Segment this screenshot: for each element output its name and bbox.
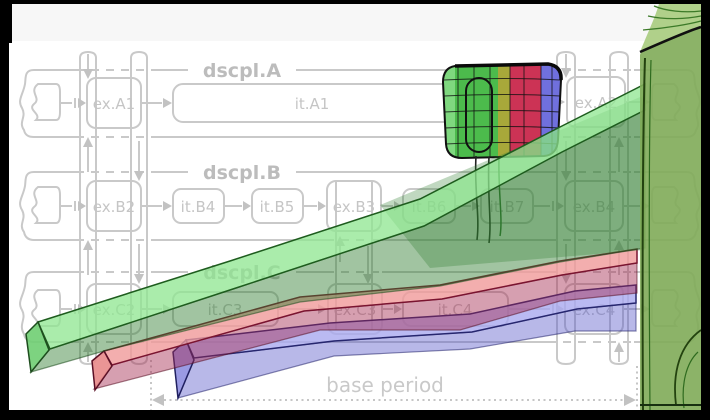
label-base-period: base period (326, 373, 444, 397)
green-object-contour-1 (653, 5, 702, 13)
frame-top (0, 0, 710, 4)
block-top-cap (454, 62, 563, 81)
down-arrow-into-exC3 (363, 274, 373, 284)
arrow-itB7-to-exB4 (556, 201, 564, 211)
label-dscpl-A: dscpl.A (203, 60, 282, 82)
arrow-exA1-to-itA1 (163, 98, 172, 108)
label-itB4: it.B4 (181, 198, 216, 216)
frame-bottom (0, 410, 710, 420)
label-itB5: it.B5 (260, 198, 295, 216)
arrow-itB6-to-itB7 (472, 201, 480, 211)
ribbon-blue (172, 284, 637, 401)
arrow-exC3-to-itC4 (394, 304, 402, 314)
label-exB3: ex.B3 (333, 198, 375, 216)
up-arrow-left-ab (83, 137, 93, 147)
ribbon-blue-fold (172, 338, 195, 401)
right-rail-2 (609, 50, 629, 366)
label-exB4: ex.B4 (573, 198, 615, 216)
label-itB7: it.B7 (490, 198, 525, 216)
down-arrow-into-exC4 (561, 274, 571, 284)
up-arrow-left-bottom (83, 342, 93, 352)
block-hook-outline (465, 77, 493, 153)
arrow-exB2-to-itB4 (163, 201, 172, 211)
document-icon-b-left (31, 186, 61, 224)
up-arrow-right-bottom (614, 342, 624, 352)
green-object-contour-3 (642, 20, 702, 31)
lane-c-left-wavy-edge (19, 271, 35, 343)
green-object-body (640, 4, 701, 412)
frame-right (701, 0, 710, 420)
ribbon-blue-top-band (184, 284, 637, 359)
ribbon-green-fold (25, 320, 50, 374)
green-object-bottom-contour-1 (674, 329, 702, 406)
left-rail-1 (79, 50, 97, 366)
green-object-contour-2 (647, 15, 702, 20)
green-object-bottom-contour-2 (682, 351, 699, 409)
label-exA1: ex.A1 (93, 95, 135, 113)
ribbon-red-fold (91, 349, 113, 393)
frame-left (0, 0, 9, 412)
green-object-tip (640, 4, 701, 52)
arrow-doc-to-exB2 (78, 201, 86, 211)
green-object-band (639, 4, 702, 413)
green-object-silhouette-line (641, 57, 646, 413)
down-arrow-into-exC2 (134, 274, 144, 284)
down-arrow-into-exA1 (83, 69, 93, 79)
label-exB2: ex.B2 (93, 198, 135, 216)
top-strip (0, 4, 710, 41)
streak-1 (474, 155, 479, 241)
green-object-black-contour (639, 25, 702, 54)
up-arrow-right-bc (614, 240, 624, 250)
label-dscpl-B: dscpl.B (203, 162, 281, 184)
down-arrow-into-exA2 (561, 68, 571, 78)
up-arrow-left-bc (83, 240, 93, 250)
arrow-itB4-to-itB5 (243, 201, 251, 211)
ribbon-red-top-band (102, 248, 638, 366)
label-itA1: it.A1 (295, 95, 330, 113)
arrow-itB5-to-exB3 (318, 201, 326, 211)
block-band-olive (498, 64, 510, 158)
measure-arrow-right (624, 394, 636, 406)
arrow-doc-to-exA1 (78, 98, 86, 108)
lane-b-left-wavy-edge (19, 171, 35, 241)
green-object-inner-line (648, 59, 652, 413)
down-arrow-into-exB2 (134, 171, 144, 181)
right-rail-1 (556, 50, 576, 366)
document-icon-a-left (31, 83, 61, 121)
lane-a-left-wavy-edge (19, 69, 35, 138)
frame-topleft-block (0, 0, 12, 43)
measure-arrow-left (152, 394, 164, 406)
rail-arrows (83, 54, 624, 362)
left-rail-2 (130, 50, 148, 366)
up-arrow-right-ab (614, 137, 624, 147)
ribbon-sheets (25, 82, 646, 401)
ribbon-red (91, 248, 638, 393)
down-arrow-into-exB4 (561, 171, 571, 181)
ribbon-green (25, 82, 646, 374)
base-period-measure: base period (150, 360, 638, 410)
